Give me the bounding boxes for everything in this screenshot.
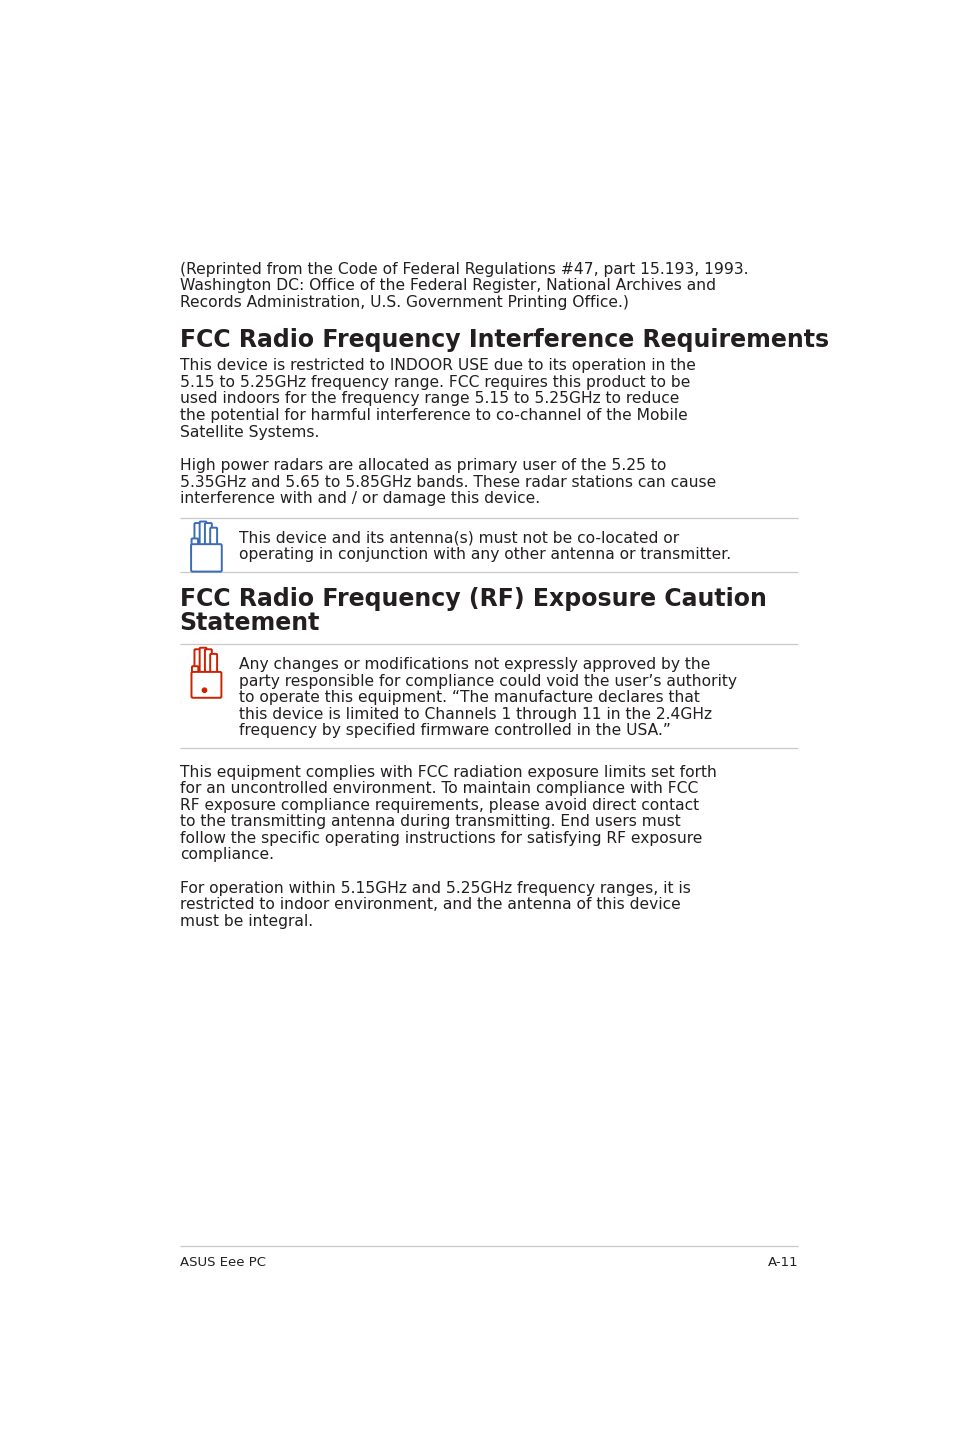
Text: Any changes or modifications not expressly approved by the: Any changes or modifications not express… xyxy=(238,657,709,672)
Text: Satellite Systems.: Satellite Systems. xyxy=(179,424,318,440)
Text: For operation within 5.15GHz and 5.25GHz frequency ranges, it is: For operation within 5.15GHz and 5.25GHz… xyxy=(179,881,690,896)
Text: This equipment complies with FCC radiation exposure limits set forth: This equipment complies with FCC radiati… xyxy=(179,765,716,779)
Text: RF exposure compliance requirements, please avoid direct contact: RF exposure compliance requirements, ple… xyxy=(179,798,699,812)
FancyBboxPatch shape xyxy=(194,650,201,673)
Text: to operate this equipment. “The manufacture declares that: to operate this equipment. “The manufact… xyxy=(238,690,699,705)
FancyBboxPatch shape xyxy=(210,654,217,673)
Text: to the transmitting antenna during transmitting. End users must: to the transmitting antenna during trans… xyxy=(179,814,679,830)
Text: 5.15 to 5.25GHz frequency range. FCC requires this product to be: 5.15 to 5.25GHz frequency range. FCC req… xyxy=(179,375,689,390)
FancyBboxPatch shape xyxy=(194,523,201,548)
FancyBboxPatch shape xyxy=(191,544,221,571)
Text: the potential for harmful interference to co-channel of the Mobile: the potential for harmful interference t… xyxy=(179,408,687,423)
Text: compliance.: compliance. xyxy=(179,847,274,863)
Text: follow the specific operating instructions for satisfying RF exposure: follow the specific operating instructio… xyxy=(179,831,701,846)
Text: Statement: Statement xyxy=(179,611,320,634)
Text: must be integral.: must be integral. xyxy=(179,915,313,929)
Text: Records Administration, U.S. Government Printing Office.): Records Administration, U.S. Government … xyxy=(179,295,628,311)
FancyBboxPatch shape xyxy=(199,522,207,548)
FancyBboxPatch shape xyxy=(205,523,212,548)
Text: This device is restricted to INDOOR USE due to its operation in the: This device is restricted to INDOOR USE … xyxy=(179,358,695,374)
Text: (Reprinted from the Code of Federal Regulations #47, part 15.193, 1993.: (Reprinted from the Code of Federal Regu… xyxy=(179,262,747,278)
FancyBboxPatch shape xyxy=(205,650,212,673)
Text: for an uncontrolled environment. To maintain compliance with FCC: for an uncontrolled environment. To main… xyxy=(179,781,698,797)
Text: FCC Radio Frequency Interference Requirements: FCC Radio Frequency Interference Require… xyxy=(179,328,828,352)
Text: this device is limited to Channels 1 through 11 in the 2.4GHz: this device is limited to Channels 1 thr… xyxy=(238,707,711,722)
Circle shape xyxy=(202,687,207,692)
Text: party responsible for compliance could void the user’s authority: party responsible for compliance could v… xyxy=(238,673,736,689)
Text: restricted to indoor environment, and the antenna of this device: restricted to indoor environment, and th… xyxy=(179,897,679,912)
Text: ASUS Eee PC: ASUS Eee PC xyxy=(179,1255,266,1268)
Text: This device and its antenna(s) must not be co-located or: This device and its antenna(s) must not … xyxy=(238,531,678,546)
Text: A-11: A-11 xyxy=(767,1255,798,1268)
FancyBboxPatch shape xyxy=(210,528,217,548)
Text: operating in conjunction with any other antenna or transmitter.: operating in conjunction with any other … xyxy=(238,548,730,562)
FancyBboxPatch shape xyxy=(192,666,198,682)
Text: Washington DC: Office of the Federal Register, National Archives and: Washington DC: Office of the Federal Reg… xyxy=(179,279,715,293)
FancyBboxPatch shape xyxy=(199,647,207,673)
Text: interference with and / or damage this device.: interference with and / or damage this d… xyxy=(179,492,539,506)
Text: used indoors for the frequency range 5.15 to 5.25GHz to reduce: used indoors for the frequency range 5.1… xyxy=(179,391,679,407)
Text: High power radars are allocated as primary user of the 5.25 to: High power radars are allocated as prima… xyxy=(179,457,665,473)
Text: 5.35GHz and 5.65 to 5.85GHz bands. These radar stations can cause: 5.35GHz and 5.65 to 5.85GHz bands. These… xyxy=(179,475,715,489)
Text: frequency by specified firmware controlled in the USA.”: frequency by specified firmware controll… xyxy=(238,723,670,738)
FancyBboxPatch shape xyxy=(192,538,198,555)
Text: FCC Radio Frequency (RF) Exposure Caution: FCC Radio Frequency (RF) Exposure Cautio… xyxy=(179,587,766,611)
FancyBboxPatch shape xyxy=(192,672,221,697)
